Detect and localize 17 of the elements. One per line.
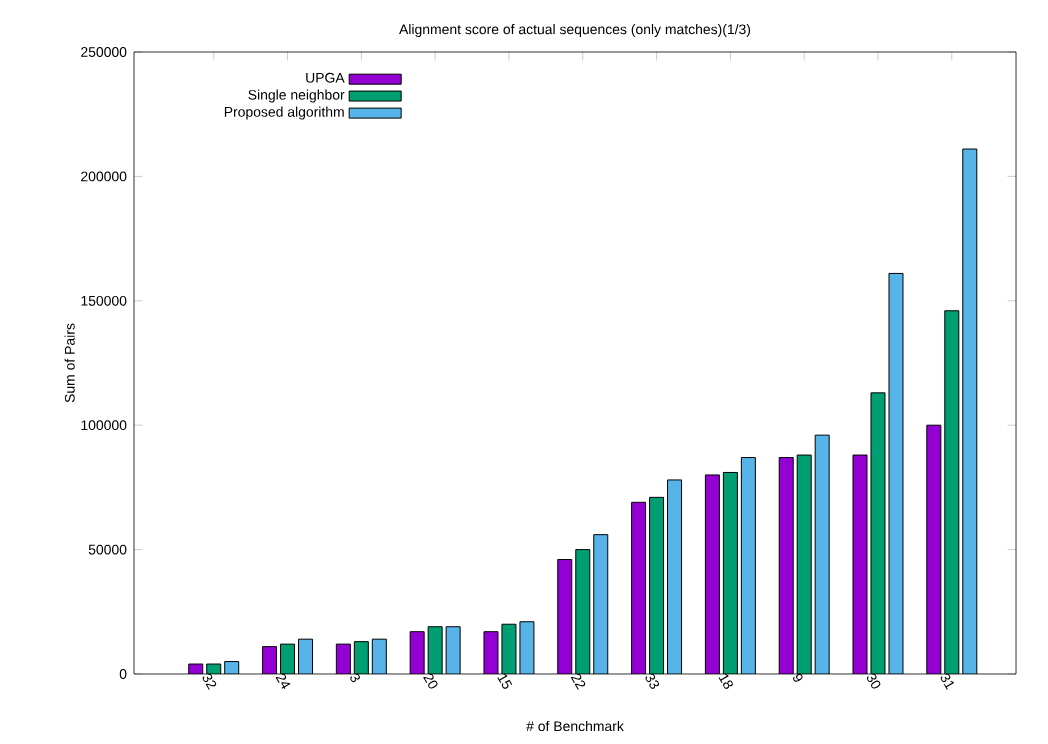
bar (409, 631, 425, 674)
bar (814, 434, 830, 674)
bar (631, 501, 647, 674)
bar (740, 457, 756, 674)
bar (593, 534, 609, 674)
bar (557, 559, 573, 674)
bar (427, 626, 443, 674)
bar (704, 474, 720, 674)
bar (649, 496, 665, 674)
bar (778, 457, 794, 674)
bar (944, 310, 960, 674)
bar (722, 471, 738, 674)
bar (926, 424, 942, 674)
bar (575, 549, 591, 674)
bar (667, 479, 683, 674)
bar (796, 454, 812, 674)
bar (962, 148, 978, 674)
